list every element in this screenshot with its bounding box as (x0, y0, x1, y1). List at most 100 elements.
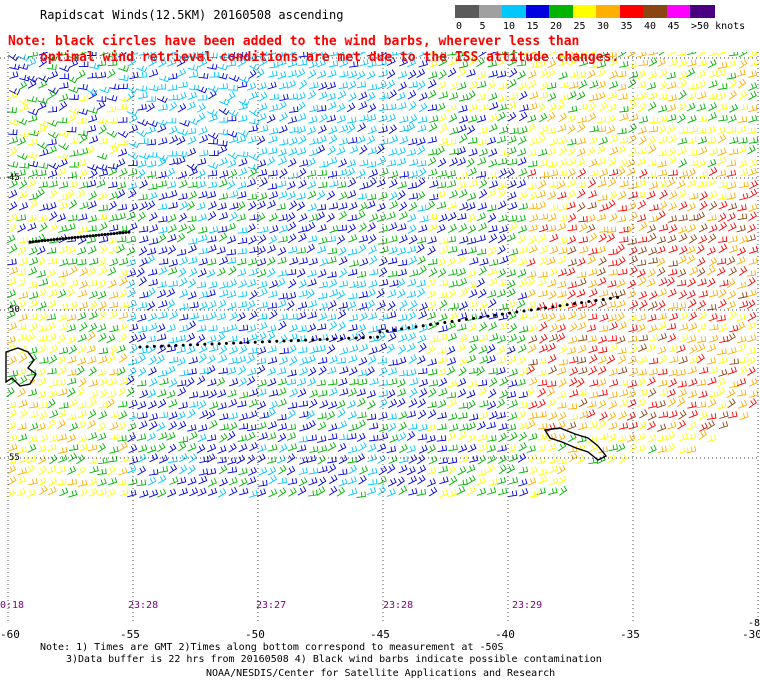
contamination-marker (28, 240, 32, 244)
contamination-marker (91, 234, 95, 238)
time-label: 23:28 (383, 600, 414, 611)
colorbar-label: 30 (597, 21, 610, 32)
contamination-marker (224, 341, 228, 345)
coastline (5, 347, 608, 461)
contamination-marker (392, 328, 396, 332)
contamination-marker (61, 237, 65, 241)
contamination-marker (347, 336, 351, 340)
contamination-marker (551, 305, 555, 309)
contamination-marker (203, 342, 207, 346)
contamination-marker (536, 307, 540, 311)
contamination-marker (55, 237, 59, 241)
contamination-marker (253, 340, 257, 344)
contamination-marker (428, 323, 432, 327)
contamination-marker (318, 338, 322, 341)
contamination-marker (160, 344, 164, 348)
contamination-marker (167, 344, 171, 348)
latitude-label: 50 (9, 305, 20, 315)
contamination-marker (385, 329, 389, 333)
contamination-marker (325, 337, 329, 341)
wind-barb-group (7, 52, 529, 498)
colorbar-swatch (690, 5, 715, 18)
contamination-marker (464, 317, 468, 321)
colorbar-label: >50 knots (691, 21, 746, 32)
longitude-tick-label: -50 (245, 628, 265, 641)
contamination-marker (82, 235, 86, 239)
contamination-marker (414, 325, 418, 329)
contamination-marker (239, 341, 243, 345)
wind-barb-map: 45 50 55 (0, 52, 760, 622)
footer-credit: NOAA/NESDIS/Center for Satellite Applica… (206, 668, 556, 679)
contamination-marker (196, 343, 200, 347)
colorbar-label: 5 (479, 21, 486, 32)
longitude-tick-label: -30 (742, 628, 760, 641)
colorbar-label: 15 (526, 21, 539, 32)
contamination-marker (58, 237, 62, 241)
contamination-marker (103, 233, 107, 236)
contamination-marker (188, 343, 192, 347)
contamination-marker (450, 320, 454, 323)
island-coastline (543, 427, 608, 461)
wind-barb-group (18, 52, 429, 498)
contamination-marker (544, 306, 548, 310)
time-label: 0:18 (0, 600, 25, 611)
colorbar-label: 45 (667, 21, 680, 32)
colorbar-swatch (478, 5, 503, 18)
latitude-bottom-label: -80 (748, 618, 760, 629)
contamination-marker (94, 233, 98, 237)
colorbar-label: 0 (456, 21, 463, 32)
contamination-marker (34, 239, 38, 243)
contamination-marker (361, 336, 365, 340)
warning-note: Note: black circles have been added to t… (8, 34, 619, 66)
contamination-marker (296, 338, 300, 342)
contamination-marker (565, 303, 569, 307)
contamination-marker (73, 236, 77, 239)
latitude-labels: 45 50 55 (9, 173, 20, 463)
contamination-marker (67, 236, 71, 240)
contamination-marker (282, 339, 286, 343)
contamination-marker (85, 234, 89, 238)
contamination-marker (608, 296, 612, 300)
contamination-marker (76, 235, 80, 239)
contamination-marker (479, 315, 483, 319)
colorbar-swatch (549, 5, 574, 18)
contamination-marker (40, 239, 44, 243)
longitude-tick-label: -45 (370, 628, 390, 641)
contamination-marker (500, 312, 504, 316)
contamination-marker (311, 338, 315, 342)
contamination-marker (109, 232, 113, 236)
contamination-marker (443, 321, 447, 325)
contamination-marker (64, 236, 68, 240)
contamination-marker (112, 232, 116, 236)
contamination-marker (601, 297, 605, 301)
contamination-marker (407, 326, 411, 330)
colorbar-swatch (525, 5, 550, 18)
footer-note-line2: 3)Data buffer is 22 hrs from 20160508 4)… (66, 654, 602, 665)
lat-lon-grid (0, 52, 760, 622)
contamination-marker (145, 345, 149, 349)
contamination-marker (37, 239, 41, 243)
contamination-marker (43, 239, 47, 242)
colorbar-swatch (643, 5, 668, 18)
wind-barb-group (6, 52, 759, 498)
warning-note-line2: optimal wind retrieval conditions are me… (40, 50, 620, 65)
contamination-marker (174, 344, 178, 347)
contamination-marker (210, 342, 214, 346)
time-label: 23:29 (512, 600, 543, 611)
contamination-marker (486, 314, 490, 318)
contamination-marker (268, 340, 272, 344)
contamination-marker (616, 295, 620, 299)
contamination-marker (340, 337, 344, 341)
contamination-marker (88, 234, 92, 238)
longitude-tick-label: -35 (620, 628, 640, 641)
wind-barb-group (6, 52, 759, 496)
contamination-marker (52, 238, 56, 242)
contamination-marker (472, 316, 476, 320)
colorbar-swatch (596, 5, 621, 18)
colorbar-swatch (666, 5, 691, 18)
contamination-marker (97, 233, 101, 237)
contamination-marker (49, 238, 53, 242)
contamination-marker (529, 308, 533, 312)
contamination-marker (421, 324, 425, 328)
contamination-marker (118, 231, 122, 235)
